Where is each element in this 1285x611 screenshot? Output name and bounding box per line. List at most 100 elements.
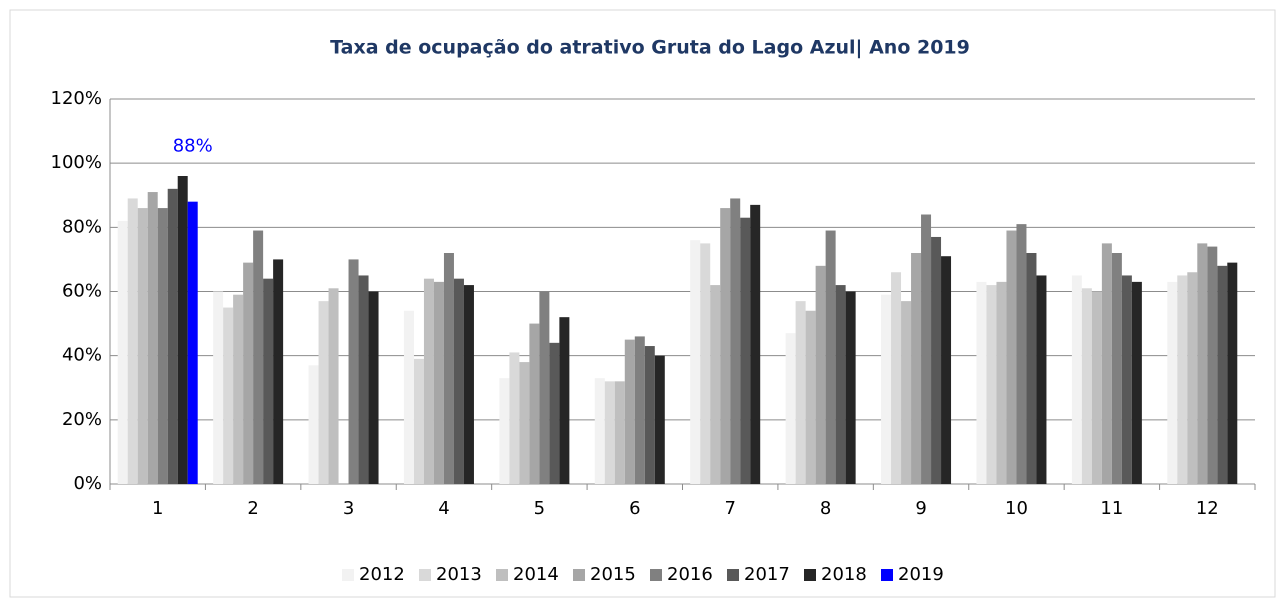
bar [413,358,424,484]
bar [1081,288,1092,484]
bar [263,278,274,484]
bar [785,333,796,484]
x-tick-label: 3 [343,498,354,519]
bar [624,339,635,484]
bar [795,301,806,484]
bar [253,230,264,484]
bar [368,291,379,484]
bar [700,243,711,484]
bar [157,208,168,485]
bar [187,201,198,484]
y-tick-label: 0% [73,473,102,494]
bar [825,230,836,484]
bar [1026,253,1037,484]
chart-title: Taxa de ocupação do atrativo Gruta do La… [330,37,970,59]
bar [443,253,454,484]
x-tick-label: 8 [820,498,831,519]
bar [730,198,741,485]
bar [720,208,731,485]
bar [891,272,902,484]
legend-label: 2016 [667,564,713,585]
bar [549,342,560,484]
bar [147,192,158,484]
bar [137,208,148,485]
bar [805,310,816,484]
legend-label: 2015 [590,564,636,585]
bar [1091,291,1102,484]
bar [976,281,987,484]
legend-swatch [573,569,585,581]
x-tick-label: 11 [1100,498,1123,519]
bar [986,285,997,484]
bar [941,256,952,484]
bar [931,236,942,484]
bar [1111,253,1122,484]
bar [1131,281,1142,484]
bar [1187,272,1198,484]
x-tick-label: 7 [724,498,735,519]
bar [213,291,224,484]
data-label: 88% [173,136,213,157]
x-tick-label: 5 [534,498,545,519]
bar [1197,243,1208,484]
bar [750,204,761,484]
bar [835,285,846,484]
bar [243,262,254,484]
y-tick-label: 80% [62,216,102,237]
bar [654,355,665,484]
bar [539,291,550,484]
bar [328,288,339,484]
bar [1217,265,1228,484]
bar [644,346,655,484]
bar [308,365,319,484]
bar [423,278,434,484]
bar [1016,224,1027,484]
legend-swatch [804,569,816,581]
bar [996,281,1007,484]
x-tick-label: 9 [915,498,926,519]
legend-label: 2018 [821,564,867,585]
bar [740,217,751,485]
bar [1227,262,1238,484]
x-tick-label: 1 [152,498,163,519]
bar [815,265,826,484]
x-tick-label: 4 [438,498,449,519]
bar [710,285,721,484]
y-tick-label: 20% [62,409,102,430]
bar [529,323,540,484]
bar [921,214,932,484]
bar [901,301,912,484]
bar [634,336,645,484]
legend-label: 2012 [359,564,405,585]
bar [690,240,701,484]
bar [1207,246,1218,484]
legend-swatch [419,569,431,581]
y-tick-label: 60% [62,281,102,302]
x-tick-label: 10 [1005,498,1028,519]
bar [167,188,178,485]
legend-swatch [650,569,662,581]
legend-swatch [496,569,508,581]
legend-label: 2019 [898,564,944,585]
y-tick-label: 120% [51,88,102,109]
bar [499,378,510,484]
bar [453,278,464,484]
bar [881,294,892,484]
bar [403,310,414,484]
bar [348,259,359,484]
bar [845,291,856,484]
bar [318,301,329,484]
bar [614,381,625,484]
legend-swatch [881,569,893,581]
legend-swatch [727,569,739,581]
bar [1101,243,1112,484]
bar [1071,275,1082,484]
x-tick-label: 6 [629,498,640,519]
bar [559,317,570,484]
bar [1006,230,1017,484]
bar [358,275,369,484]
bar [433,281,444,484]
bar [911,253,922,484]
y-tick-label: 100% [51,152,102,173]
bar [509,352,520,484]
